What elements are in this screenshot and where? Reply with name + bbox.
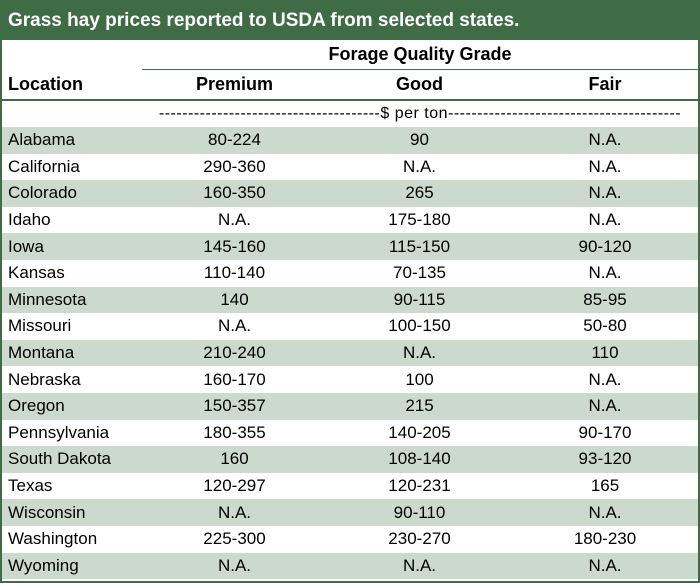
- fair-cell: N.A.: [588, 210, 622, 230]
- location-cell: Wisconsin: [2, 499, 142, 526]
- table-row: Kansas 110-140 70-135 N.A.: [2, 260, 698, 287]
- price-table: Forage Quality Grade Location Premium Go…: [2, 40, 699, 580]
- premium-cell: 160-170: [203, 369, 266, 389]
- table-row: Alabama 80-224 90 N.A.: [2, 127, 699, 154]
- location-cell: Alabama: [2, 127, 142, 154]
- premium-cell: 120-297: [203, 476, 266, 496]
- fair-cell: 93-120: [512, 446, 699, 473]
- premium-cell: 110-140: [203, 263, 266, 283]
- premium-cell: 80-224: [142, 127, 327, 154]
- premium-cell: 225-300: [203, 529, 266, 549]
- premium-cell: N.A.: [142, 552, 327, 580]
- fair-cell: 50-80: [583, 316, 627, 336]
- location-cell: Iowa: [2, 233, 142, 260]
- good-cell: N.A.: [327, 552, 512, 580]
- premium-cell: 160-350: [142, 180, 327, 207]
- fair-cell: 110: [512, 339, 699, 367]
- good-cell: 108-140: [327, 446, 512, 473]
- location-cell: Minnesota: [2, 286, 142, 314]
- location-cell: Missouri: [8, 316, 72, 336]
- location-cell: California: [8, 156, 80, 176]
- good-cell: 100: [405, 369, 434, 389]
- table-row: Nebraska 160-170 100 N.A.: [2, 366, 698, 393]
- good-cell: 120-231: [388, 476, 451, 496]
- location-cell: Montana: [2, 339, 142, 367]
- fair-cell: N.A.: [512, 180, 699, 207]
- table-row: Wyoming N.A. N.A. N.A.: [2, 552, 699, 580]
- table-row: Montana 210-240 N.A. 110: [2, 339, 699, 367]
- fair-cell: N.A.: [512, 127, 699, 154]
- good-cell: 230-270: [388, 529, 451, 549]
- fair-cell: 90-120: [512, 233, 699, 260]
- header-blank: [2, 40, 142, 70]
- forage-quality-grade-header: Forage Quality Grade: [142, 40, 699, 70]
- good-cell: 265: [327, 180, 512, 207]
- fair-header: Fair: [512, 69, 699, 101]
- fair-cell: 180-230: [573, 529, 637, 549]
- table-row: Pennsylvania 180-355 140-205 90-170: [2, 420, 698, 447]
- good-cell: 115-150: [327, 233, 512, 260]
- premium-cell: N.A.: [217, 210, 252, 230]
- good-cell: 175-180: [388, 210, 451, 230]
- table-title: Grass hay prices reported to USDA from s…: [2, 2, 698, 40]
- fair-cell: 85-95: [512, 286, 699, 314]
- location-cell: Colorado: [2, 180, 142, 207]
- good-cell: 90: [327, 127, 512, 154]
- location-cell: South Dakota: [2, 446, 142, 473]
- premium-cell: N.A.: [217, 316, 252, 336]
- good-cell: 100-150: [388, 316, 451, 336]
- unit-row: --------------------------------------$ …: [2, 100, 698, 127]
- unit-label: --------------------------------------$ …: [158, 105, 682, 122]
- premium-cell: 150-357: [142, 392, 327, 420]
- table-row: Oregon 150-357 215 N.A.: [2, 392, 699, 420]
- fair-cell: N.A.: [512, 552, 699, 580]
- table-row: South Dakota 160 108-140 93-120: [2, 446, 699, 473]
- good-cell: 140-205: [388, 422, 451, 442]
- location-cell: Nebraska: [8, 369, 81, 389]
- table-row: Colorado 160-350 265 N.A.: [2, 180, 699, 207]
- location-cell: Oregon: [2, 392, 142, 420]
- header-row-columns: Location Premium Good Fair: [2, 69, 699, 101]
- table-row: Texas 120-297 120-231 165: [2, 473, 698, 500]
- premium-cell: N.A.: [142, 499, 327, 526]
- good-cell: 90-110: [327, 499, 512, 526]
- table-row: Minnesota 140 90-115 85-95: [2, 286, 699, 314]
- good-cell: N.A.: [402, 156, 437, 176]
- fair-cell: N.A.: [588, 156, 622, 176]
- fair-cell: 90-170: [578, 422, 632, 442]
- premium-cell: 160: [142, 446, 327, 473]
- premium-header: Premium: [142, 69, 327, 101]
- location-cell: Washington: [8, 529, 98, 549]
- premium-cell: 145-160: [142, 233, 327, 260]
- fair-cell: 165: [590, 476, 620, 496]
- location-cell: Idaho: [8, 210, 51, 230]
- table-row: California 290-360 N.A. N.A.: [2, 154, 698, 181]
- location-header: Location: [2, 69, 142, 101]
- table-row: Iowa 145-160 115-150 90-120: [2, 233, 699, 260]
- premium-cell: 180-355: [203, 422, 266, 442]
- good-cell: 70-135: [393, 263, 446, 283]
- location-cell: Wyoming: [2, 552, 142, 580]
- fair-cell: N.A.: [588, 369, 622, 389]
- good-header: Good: [327, 69, 512, 101]
- location-cell: Kansas: [8, 263, 65, 283]
- fair-cell: N.A.: [512, 499, 699, 526]
- premium-cell: 290-360: [203, 156, 266, 176]
- table-row: Missouri N.A. 100-150 50-80: [2, 313, 698, 340]
- good-cell: 90-115: [327, 286, 512, 314]
- fair-cell: N.A.: [588, 263, 622, 283]
- table-row: Idaho N.A. 175-180 N.A.: [2, 207, 698, 234]
- good-cell: N.A.: [327, 339, 512, 367]
- premium-cell: 140: [142, 286, 327, 314]
- good-cell: 215: [327, 392, 512, 420]
- header-row-group: Forage Quality Grade: [2, 40, 699, 70]
- location-cell: Texas: [8, 476, 53, 496]
- location-cell: Pennsylvania: [8, 422, 110, 442]
- premium-cell: 210-240: [142, 339, 327, 367]
- table-row: Wisconsin N.A. 90-110 N.A.: [2, 499, 699, 526]
- unit-blank: [2, 100, 142, 127]
- fair-cell: N.A.: [512, 392, 699, 420]
- table-row: Washington 225-300 230-270 180-230: [2, 526, 698, 553]
